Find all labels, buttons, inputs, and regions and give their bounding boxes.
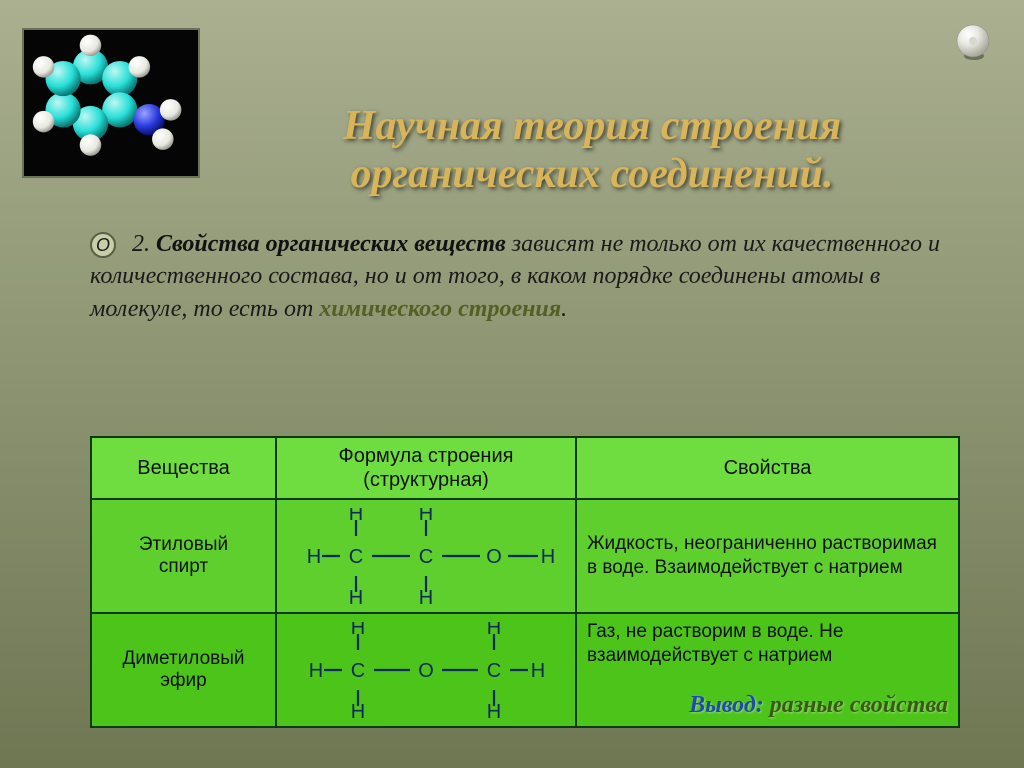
svg-text:H: H — [487, 701, 501, 718]
svg-text:H: H — [307, 546, 321, 568]
table-row: Диметиловый эфир — [91, 613, 959, 727]
svg-text:C: C — [349, 546, 363, 568]
cell-structure-ethanol: C C O H H H H H H — [276, 499, 576, 613]
svg-text:H: H — [419, 508, 433, 525]
comparison-table: Вещества Формула строения (структурная) … — [90, 436, 960, 728]
cell-name: Этиловый спирт — [91, 499, 276, 613]
pushpin-icon — [952, 20, 994, 62]
title-line2: органических соединений. — [351, 151, 834, 197]
name-l1: Диметиловый — [122, 648, 244, 669]
cell-props-with-conclusion: Газ, не растворим в воде. Не взаимодейст… — [576, 613, 959, 727]
conclusion: Вывод: разные свойства — [689, 690, 948, 720]
bullet-number: 2. — [132, 231, 150, 257]
svg-text:C: C — [419, 546, 433, 568]
para-highlight: химического строения — [319, 296, 561, 322]
svg-text:H: H — [309, 660, 323, 682]
body-paragraph: O 2. Свойства органических веществ завис… — [90, 228, 964, 325]
lead-bold: Свойства органических веществ — [156, 231, 506, 257]
svg-text:H: H — [487, 622, 501, 639]
svg-text:H: H — [349, 508, 363, 525]
th-formula: Формула строения (структурная) — [276, 437, 576, 499]
th-properties: Свойства — [576, 437, 959, 499]
svg-text:H: H — [541, 546, 555, 568]
svg-text:H: H — [419, 587, 433, 604]
conclusion-label: Вывод: — [689, 692, 770, 718]
props-text: Газ, не растворим в воде. Не взаимодейст… — [587, 620, 948, 668]
cell-structure-dme: C O C H H H H H H — [276, 613, 576, 727]
svg-text:H: H — [531, 660, 545, 682]
svg-text:O: O — [486, 546, 502, 568]
th-substance: Вещества — [91, 437, 276, 499]
para-end: . — [561, 296, 567, 322]
svg-text:H: H — [351, 701, 365, 718]
svg-text:C: C — [487, 660, 501, 682]
name-l1: Этиловый — [139, 534, 228, 555]
svg-text:H: H — [349, 587, 363, 604]
table-header-row: Вещества Формула строения (структурная) … — [91, 437, 959, 499]
th-formula-l1: Формула строения — [339, 445, 514, 467]
name-l2: эфир — [160, 670, 207, 691]
slide-title: Научная теория строения органических сое… — [220, 102, 964, 199]
svg-text:C: C — [351, 660, 365, 682]
name-l2: спирт — [159, 556, 208, 577]
svg-text:O: O — [418, 660, 434, 682]
table-row: Этиловый спирт — [91, 499, 959, 613]
cell-props: Жидкость, неограниченно растворимая в во… — [576, 499, 959, 613]
bullet-marker-icon: O — [90, 232, 116, 258]
conclusion-text: разные свойства — [770, 692, 948, 718]
title-line1: Научная теория строения — [343, 103, 841, 149]
th-formula-l2: (структурная) — [363, 469, 489, 491]
svg-text:H: H — [351, 622, 365, 639]
molecule-thumbnail — [22, 28, 200, 178]
cell-name: Диметиловый эфир — [91, 613, 276, 727]
